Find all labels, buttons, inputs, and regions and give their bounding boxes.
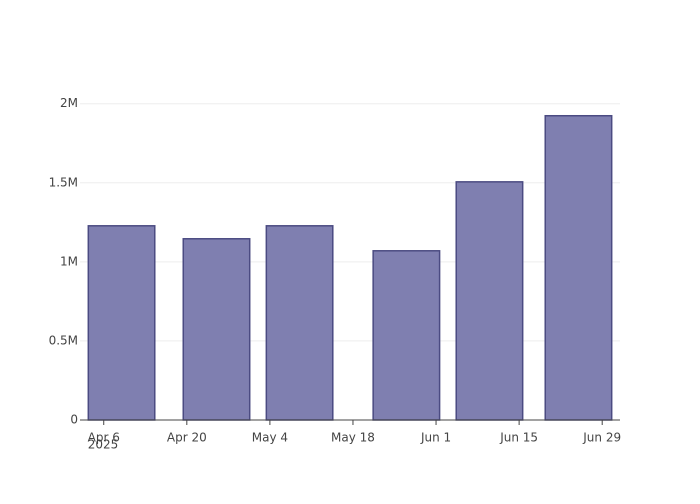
bar [455,181,524,421]
x-tick-label: May 4 [252,431,288,445]
y-tick-label: 1M [60,254,78,268]
bar [265,225,334,421]
x-year-label: 2025 [88,438,119,452]
bar [182,238,251,421]
x-tick-label: Apr 20 [167,431,207,445]
bar [544,114,613,421]
x-tick-label: May 18 [331,431,375,445]
bar [372,250,441,421]
y-tick-label: 2M [60,96,78,110]
x-tick-label: Jun 1 [420,431,451,445]
bar [87,225,156,421]
y-tick-label: 1.5M [49,175,78,189]
x-tick-label: Jun 29 [582,431,621,445]
y-tick-label: 0.5M [49,333,78,347]
x-tick-label: Apr 6 [88,431,120,445]
y-tick-label: 0 [70,413,78,427]
x-tick-label: Jun 15 [499,431,538,445]
